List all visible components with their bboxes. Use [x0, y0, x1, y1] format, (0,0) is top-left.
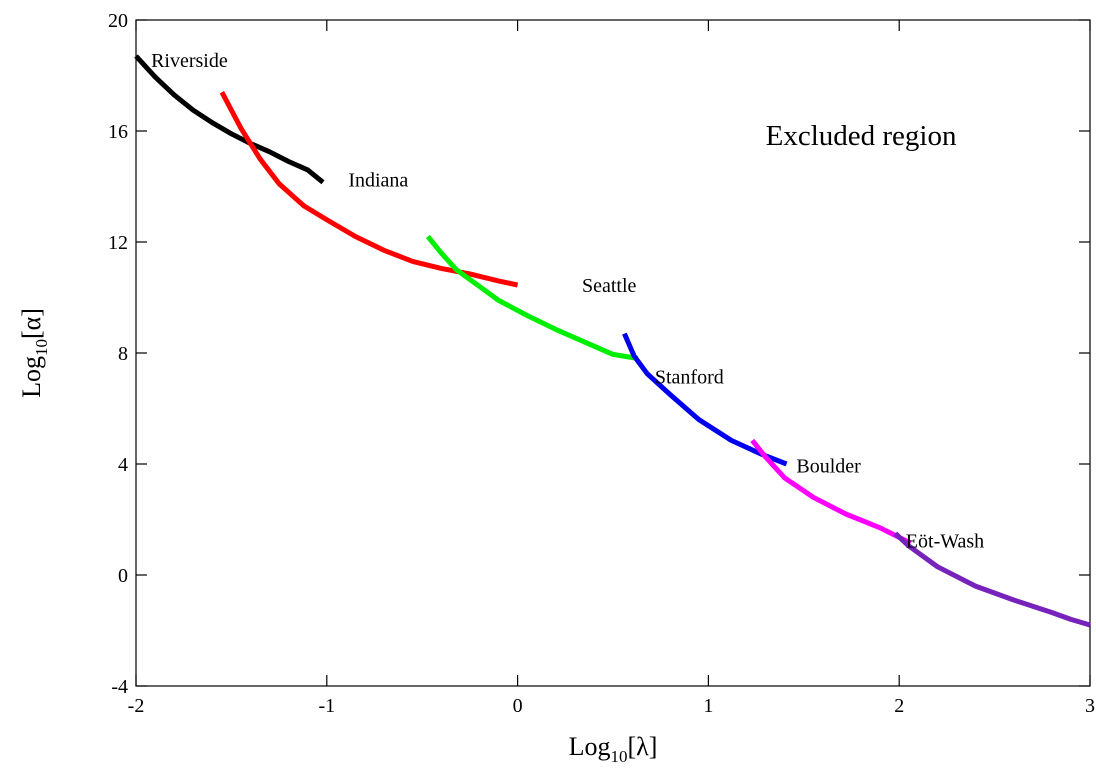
- annotation-stanford: Stanford: [655, 367, 724, 389]
- y-tick-label: 0: [118, 565, 128, 587]
- x-tick-label: 2: [894, 695, 904, 717]
- y-axis-label-sub: 10: [32, 339, 51, 356]
- y-tick-label: 12: [108, 232, 128, 254]
- annotation-indiana: Indiana: [348, 170, 408, 192]
- y-axis-label-base: Log: [17, 356, 46, 398]
- y-axis-label-arg: [α]: [17, 308, 46, 339]
- x-tick-label: -1: [318, 695, 335, 717]
- x-axis-label-base: Log: [569, 732, 611, 761]
- annotation-seattle: Seattle: [582, 275, 637, 297]
- series-layer: [134, 54, 1091, 628]
- series-line-e-t-wash: [893, 531, 1091, 628]
- x-axis-label-sub: 10: [610, 747, 627, 766]
- series-line-stanford: [622, 332, 788, 467]
- x-tick-label: 3: [1085, 695, 1095, 717]
- x-tick-label: 1: [703, 695, 713, 717]
- annotations-layer: Riverside Indiana Seattle Stanford Boulder Eö…: [151, 50, 984, 552]
- series-line-seattle: [425, 234, 639, 361]
- series-line-indiana: [219, 91, 519, 288]
- y-tick-label: 4: [118, 454, 128, 476]
- annotation-boulder: Boulder: [796, 455, 861, 477]
- series-line-riverside: [134, 54, 325, 185]
- x-axis-label: Log10[λ]: [569, 732, 658, 766]
- annotation-e-t-wash: Eöt-Wash: [906, 530, 984, 552]
- y-axis-label: Log10[α]: [17, 308, 51, 398]
- y-tick-label: 16: [108, 121, 128, 143]
- y-tick-label: 20: [108, 10, 128, 32]
- series-line-boulder: [750, 438, 912, 546]
- y-tick-label: -4: [111, 676, 128, 698]
- x-tick-label: -2: [128, 695, 145, 717]
- y-tick-label: 8: [118, 343, 128, 365]
- annotation-riverside: Riverside: [151, 50, 228, 72]
- x-tick-label: 0: [513, 695, 523, 717]
- annotation-excluded-region: Excluded region: [766, 120, 957, 152]
- x-axis-label-arg: [λ]: [627, 732, 657, 761]
